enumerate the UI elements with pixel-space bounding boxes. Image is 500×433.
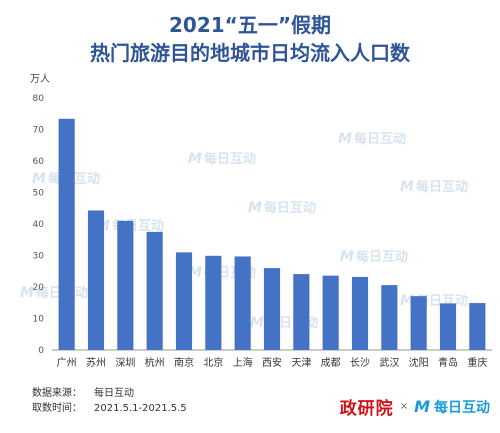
x-tick-label: 上海 bbox=[233, 356, 253, 369]
x-tick-label: 青岛 bbox=[438, 356, 458, 369]
bar bbox=[117, 220, 134, 350]
time-label: 取数时间： bbox=[32, 403, 82, 414]
footer-logos: 政研院 × M 每日互动 bbox=[340, 394, 490, 419]
getui-logo-mark: M bbox=[414, 397, 430, 416]
x-tick-label: 杭州 bbox=[145, 356, 165, 369]
bar bbox=[351, 276, 369, 350]
y-tick-label: 20 bbox=[33, 283, 45, 293]
y-axis-unit: 万人 bbox=[30, 74, 50, 85]
x-tick-label: 重庆 bbox=[467, 356, 487, 369]
bar bbox=[410, 296, 427, 350]
bar bbox=[439, 303, 457, 350]
source-value: 每日互动 bbox=[94, 388, 134, 399]
bar bbox=[293, 274, 310, 350]
x-tick-label: 深圳 bbox=[115, 357, 135, 369]
getui-logo-text: 每日互动 bbox=[434, 399, 490, 416]
zhengyanyuan-logo: 政研院 bbox=[339, 399, 394, 419]
x-tick-label: 天津 bbox=[291, 357, 311, 369]
x-tick-label: 长沙 bbox=[350, 357, 370, 369]
y-tick-label: 60 bbox=[33, 157, 45, 167]
source-label: 数据来源： bbox=[32, 388, 82, 399]
bar bbox=[322, 275, 339, 350]
y-tick-label: 40 bbox=[33, 220, 45, 230]
y-tick-label: 0 bbox=[38, 346, 44, 356]
bar bbox=[205, 255, 222, 350]
x-tick-label: 广州 bbox=[57, 357, 77, 369]
y-tick-label: 10 bbox=[33, 315, 45, 325]
bar bbox=[234, 256, 251, 350]
bar bbox=[175, 252, 193, 350]
bar bbox=[58, 118, 75, 350]
chart-title-line2: 热门旅游目的地城市日均流入人口数 bbox=[90, 41, 410, 65]
bar bbox=[146, 231, 163, 350]
source-info: 数据来源： 每日互动 取数时间： 2021.5.1-2021.5.5 bbox=[32, 386, 187, 416]
x-tick-label: 成都 bbox=[321, 357, 341, 369]
bar bbox=[381, 285, 398, 350]
x-tick-label: 南京 bbox=[174, 356, 194, 369]
x-tick-label: 苏州 bbox=[86, 356, 106, 369]
x-tick-label: 西安 bbox=[262, 356, 282, 369]
y-tick-label: 30 bbox=[33, 252, 45, 262]
times-sign: × bbox=[399, 401, 409, 412]
x-tick-label: 武汉 bbox=[379, 356, 399, 369]
y-tick-label: 80 bbox=[33, 94, 45, 104]
bar bbox=[469, 303, 486, 350]
bar bbox=[263, 268, 281, 350]
bar bbox=[87, 210, 105, 350]
time-value: 2021.5.1-2021.5.5 bbox=[94, 403, 187, 414]
x-tick-label: 沈阳 bbox=[409, 356, 429, 369]
y-tick-label: 70 bbox=[33, 126, 45, 136]
chart-title-line1: 2021“五一”假期 bbox=[169, 13, 331, 37]
x-tick-label: 北京 bbox=[203, 356, 223, 369]
y-tick-label: 50 bbox=[33, 189, 45, 199]
